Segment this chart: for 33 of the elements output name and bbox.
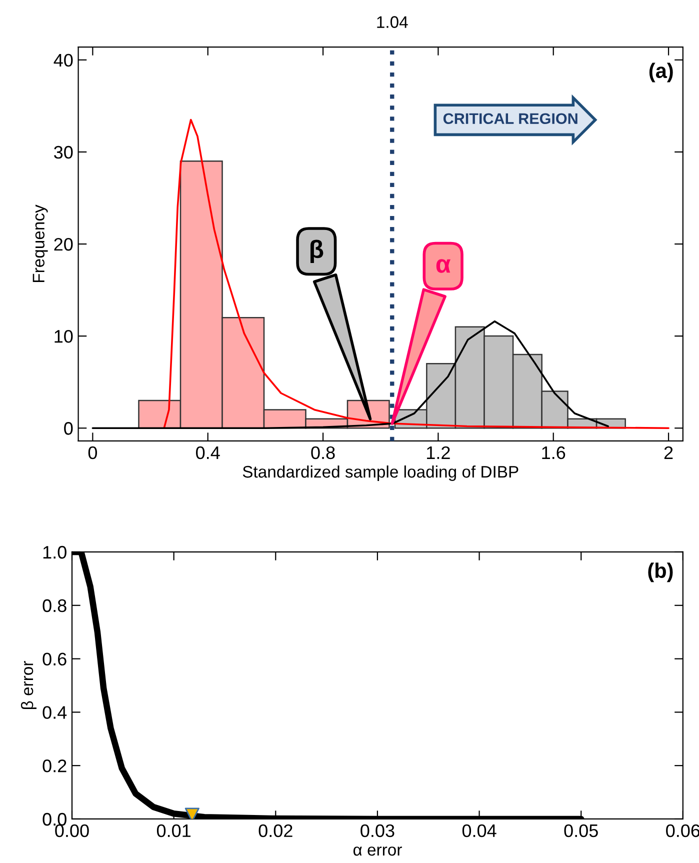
x-tick-label: 0.04 bbox=[462, 824, 496, 838]
y-tick-label: 0.4 bbox=[42, 706, 67, 719]
y-tick-label: 20 bbox=[54, 238, 73, 251]
x-tick-label: 0.01 bbox=[156, 824, 191, 838]
annotation: α bbox=[436, 259, 451, 273]
x-tick-label: 0.4 bbox=[196, 446, 220, 460]
y-tick-label: 10 bbox=[54, 330, 73, 343]
x-tick-label: 1.2 bbox=[427, 446, 450, 459]
y-axis-title: β error bbox=[20, 661, 36, 710]
y-tick-label: 30 bbox=[54, 146, 73, 159]
y-tick-label: 0.8 bbox=[42, 599, 66, 612]
y-tick-label: 0.0 bbox=[42, 812, 66, 826]
y-axis-title: Frequency bbox=[32, 204, 48, 282]
y-tick-label: 0.2 bbox=[42, 760, 66, 772]
x-tick-label: 1.6 bbox=[542, 446, 566, 460]
y-tick-label: 1.0 bbox=[43, 546, 66, 559]
x-tick-label: 0.02 bbox=[258, 824, 292, 838]
annotation: CRITICAL REGION bbox=[443, 113, 578, 124]
annotation: β bbox=[310, 240, 324, 264]
x-tick-label: 0 bbox=[88, 446, 97, 460]
y-tick-label: 0.6 bbox=[42, 652, 66, 666]
x-tick-label: 0.03 bbox=[360, 824, 394, 838]
x-tick-label: 0.8 bbox=[311, 446, 335, 460]
x-axis-title: α error bbox=[353, 846, 402, 856]
ref-line-label: 1.04 bbox=[377, 16, 408, 28]
x-tick-label: 2 bbox=[664, 446, 673, 459]
y-tick-label: 0 bbox=[64, 422, 73, 435]
y-tick-label: 40 bbox=[54, 54, 73, 67]
x-tick-label: 0.05 bbox=[564, 824, 598, 838]
x-axis-title: Standardized sample loading of DIBP bbox=[242, 465, 518, 481]
x-tick-label: 0.00 bbox=[55, 824, 89, 838]
annotation: (a) bbox=[649, 62, 673, 82]
annotation: (b) bbox=[648, 562, 673, 582]
